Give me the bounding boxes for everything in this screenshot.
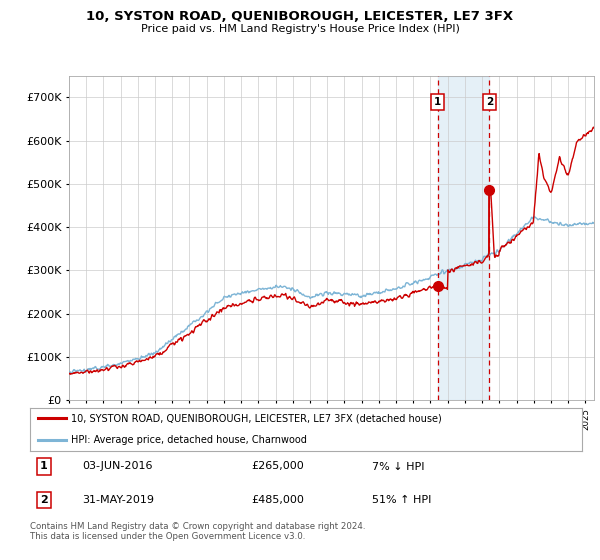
Text: 1: 1	[40, 461, 47, 472]
Text: 2: 2	[40, 495, 47, 505]
Text: £265,000: £265,000	[251, 461, 304, 472]
Text: HPI: Average price, detached house, Charnwood: HPI: Average price, detached house, Char…	[71, 435, 307, 445]
Text: 1: 1	[434, 96, 442, 106]
Text: 10, SYSTON ROAD, QUENIBOROUGH, LEICESTER, LE7 3FX (detached house): 10, SYSTON ROAD, QUENIBOROUGH, LEICESTER…	[71, 413, 442, 423]
Text: £485,000: £485,000	[251, 495, 304, 505]
Text: 7% ↓ HPI: 7% ↓ HPI	[372, 461, 425, 472]
Bar	[438, 76, 490, 400]
Text: 31-MAY-2019: 31-MAY-2019	[82, 495, 154, 505]
Text: 51% ↑ HPI: 51% ↑ HPI	[372, 495, 431, 505]
Text: 03-JUN-2016: 03-JUN-2016	[82, 461, 153, 472]
Text: Price paid vs. HM Land Registry's House Price Index (HPI): Price paid vs. HM Land Registry's House …	[140, 24, 460, 34]
Text: 2: 2	[486, 96, 493, 106]
Text: 10, SYSTON ROAD, QUENIBOROUGH, LEICESTER, LE7 3FX: 10, SYSTON ROAD, QUENIBOROUGH, LEICESTER…	[86, 10, 514, 23]
Text: Contains HM Land Registry data © Crown copyright and database right 2024.
This d: Contains HM Land Registry data © Crown c…	[30, 522, 365, 542]
